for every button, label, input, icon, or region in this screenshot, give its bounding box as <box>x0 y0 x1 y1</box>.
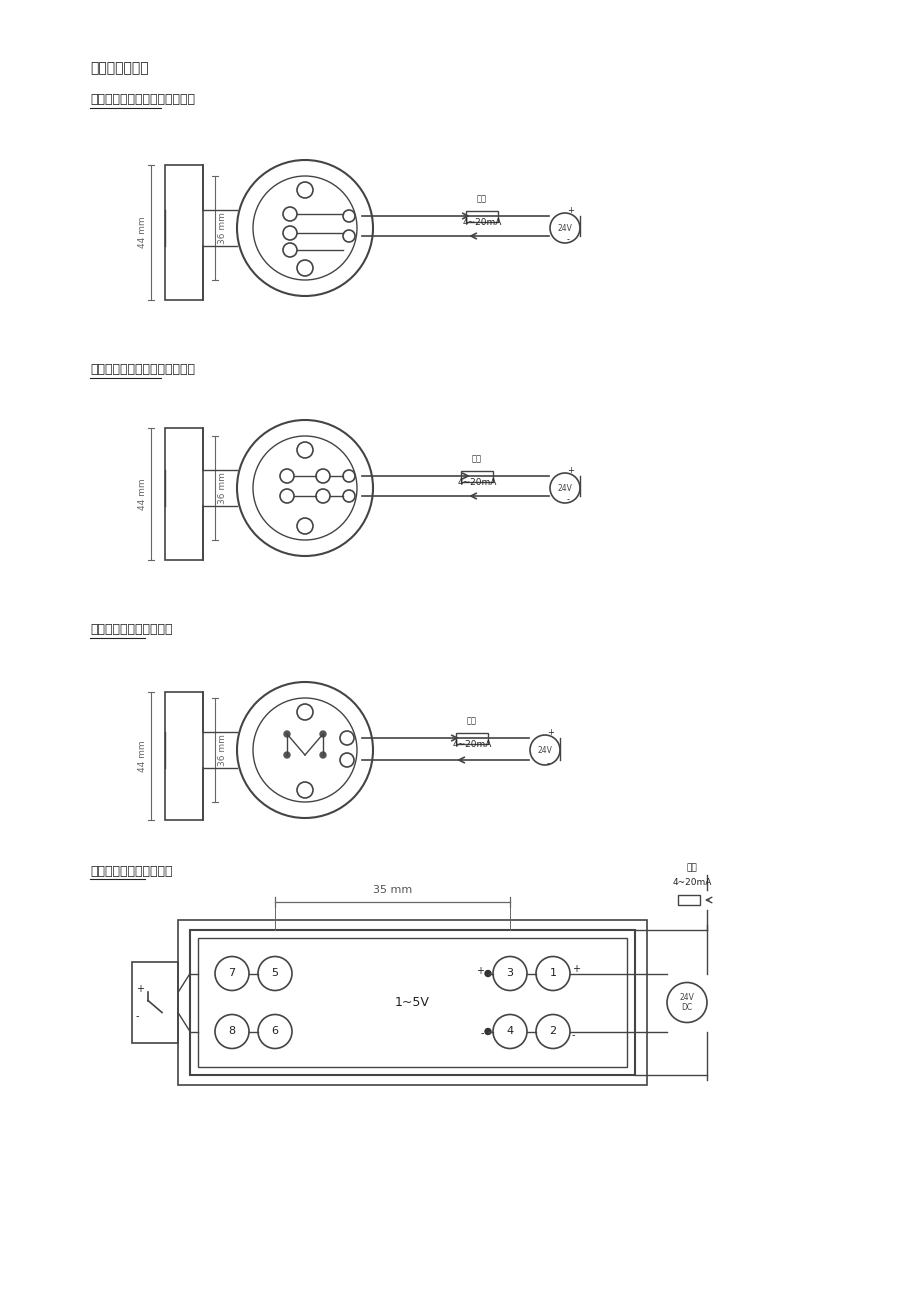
Text: 4~20mA: 4~20mA <box>672 877 711 886</box>
Text: -: - <box>480 1028 483 1038</box>
Text: -: - <box>136 1011 140 1022</box>
Text: 负载: 负载 <box>471 453 482 463</box>
Circle shape <box>284 731 289 737</box>
Text: 热电阻三线制变送器安装接线图: 热电阻三线制变送器安装接线图 <box>90 93 195 106</box>
Text: +: + <box>136 984 144 993</box>
Text: 导轨式变送器安装接线图: 导轨式变送器安装接线图 <box>90 865 173 878</box>
Text: 负载: 负载 <box>476 194 486 203</box>
Circle shape <box>484 1028 491 1035</box>
Bar <box>165 165 203 300</box>
Text: +: + <box>572 964 579 975</box>
Bar <box>190 930 634 1075</box>
Text: 24V: 24V <box>557 224 572 232</box>
Text: 36 mm: 36 mm <box>219 734 227 766</box>
Text: 五、接线方式：: 五、接线方式： <box>90 61 149 76</box>
Text: 44 mm: 44 mm <box>139 216 147 249</box>
Text: -: - <box>566 236 570 245</box>
Text: +: + <box>475 967 483 976</box>
Bar <box>466 211 497 222</box>
Text: 4~20mA: 4~20mA <box>462 218 501 227</box>
Text: 1: 1 <box>549 968 556 979</box>
Text: 2: 2 <box>549 1027 556 1036</box>
Text: 热电偶变送器安装接线图: 热电偶变送器安装接线图 <box>90 623 173 636</box>
Text: 4~20mA: 4~20mA <box>457 478 496 487</box>
Bar <box>177 920 646 1085</box>
Bar <box>456 732 487 744</box>
Text: 44 mm: 44 mm <box>139 740 147 771</box>
Text: 24V: 24V <box>537 745 551 754</box>
Text: 负载: 负载 <box>686 864 697 873</box>
Text: +: + <box>547 727 553 736</box>
Text: 8: 8 <box>228 1027 235 1036</box>
Text: 35 mm: 35 mm <box>372 885 412 895</box>
Bar <box>165 427 203 560</box>
Text: -: - <box>547 760 550 769</box>
Circle shape <box>320 752 325 758</box>
Text: 负载: 负载 <box>467 717 476 724</box>
Circle shape <box>320 731 325 737</box>
Text: 4: 4 <box>505 1027 513 1036</box>
Text: 1~5V: 1~5V <box>394 995 429 1009</box>
Circle shape <box>284 752 289 758</box>
Bar <box>460 470 493 482</box>
Text: 3: 3 <box>506 968 513 979</box>
Text: +: + <box>566 465 573 474</box>
Text: +: + <box>566 206 573 215</box>
Text: -: - <box>566 495 570 504</box>
Text: 24V: 24V <box>557 483 572 493</box>
Text: -: - <box>572 1031 575 1041</box>
Text: 5: 5 <box>271 968 278 979</box>
Text: 4~20mA: 4~20mA <box>452 740 491 749</box>
Bar <box>131 962 177 1044</box>
Bar <box>677 895 699 906</box>
Bar <box>198 938 627 1067</box>
Text: 44 mm: 44 mm <box>139 478 147 509</box>
Text: 24V
DC: 24V DC <box>679 993 694 1012</box>
Bar <box>165 692 203 820</box>
Text: 热电阻二丝制变送器安装接线图: 热电阻二丝制变送器安装接线图 <box>90 364 195 377</box>
Text: 36 mm: 36 mm <box>219 212 227 244</box>
Text: 6: 6 <box>271 1027 278 1036</box>
Circle shape <box>484 971 491 976</box>
Text: 36 mm: 36 mm <box>219 472 227 504</box>
Text: 7: 7 <box>228 968 235 979</box>
